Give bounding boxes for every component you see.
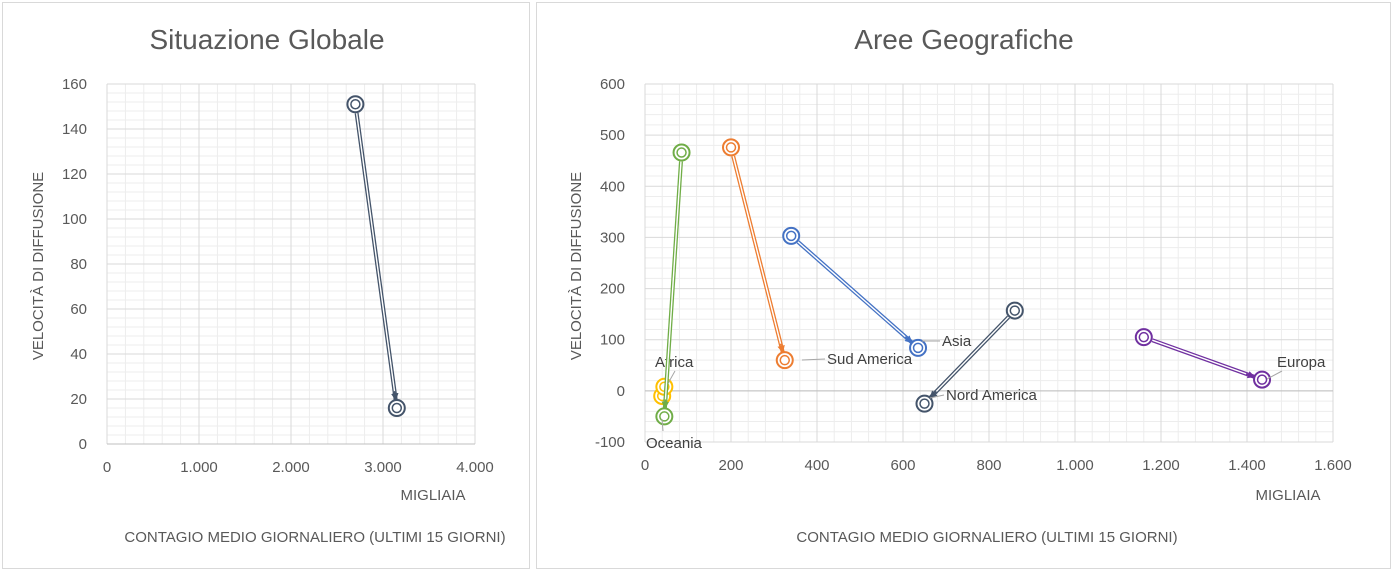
global-x-tick-label: 3.000	[364, 459, 402, 476]
global-x-axis-label: CONTAGIO MEDIO GIORNALIERO (ULTIMI 15 GI…	[124, 529, 505, 546]
regions-series-nord-america-arrow-core	[929, 316, 1010, 399]
regions-series-oceania-point-inner	[676, 147, 687, 158]
regions-x-tick-label: 400	[804, 457, 829, 474]
global-series-main-point-inner	[391, 402, 403, 414]
regions-series-nord-america-arrow-head	[929, 390, 938, 399]
global-chart-title: Situazione Globale	[149, 24, 384, 55]
regions-x-tick-label: 1.400	[1228, 457, 1266, 474]
regions-chart-title: Aree Geografiche	[854, 24, 1073, 55]
regions-series-europa-label: Europa	[1277, 354, 1326, 371]
regions-series-oceania-point-start	[672, 143, 691, 162]
regions-y-tick-label: 600	[600, 76, 625, 93]
regions-series-oceania-arrow-head	[661, 399, 670, 410]
regions-series-nord-america-point-inner	[919, 398, 930, 409]
regions-series-asia-point-start	[782, 226, 801, 245]
global-series-main-point-inner	[350, 99, 361, 110]
regions-x-tick-label: 0	[641, 457, 649, 474]
regions-x-tick-label: 1.200	[1142, 457, 1180, 474]
regions-series-europa-label-leader	[1266, 370, 1283, 380]
regions-series-sud-america-point-inner	[779, 354, 790, 366]
regions-series-oceania-point-end	[655, 407, 674, 426]
regions-series-oceania-arrow-core	[664, 161, 682, 409]
regions-series-sud-america-point-end	[775, 351, 794, 370]
regions-series-nord-america-point-end	[915, 394, 934, 413]
global-x-tick-label: 0	[103, 459, 111, 476]
regions-series-sud-america-point-start	[722, 138, 740, 157]
regions-series-europa-arrow-core	[1152, 339, 1255, 378]
regions-series-asia-point-inner	[785, 230, 797, 242]
chart-global-svg: 0 1.000 2.000 3.000 4.000 0 20 40 60 80 100 120 140 1…	[30, 24, 506, 546]
regions-x-tick-label: 1.600	[1314, 457, 1352, 474]
regions-y-tick-label: 200	[600, 281, 625, 298]
regions-series-europa-point-inner	[1256, 374, 1268, 385]
global-series-main-arrow-head	[391, 391, 399, 401]
chart-regions-svg: 0 200 400 600 800 1.000 1.200 1.400 1.600 -100 0 10…	[568, 24, 1352, 546]
global-y-tick-label: 20	[70, 391, 87, 408]
regions-series-asia-point-end	[909, 338, 928, 357]
regions-x-tick-label: 800	[976, 457, 1001, 474]
global-y-tick-label: 60	[70, 301, 87, 318]
global-y-tick-label: 100	[62, 211, 87, 228]
regions-series-sud-america-point-inner	[725, 142, 737, 153]
global-y-tick-label: 160	[62, 76, 87, 93]
regions-series-nord-america-point-start	[1005, 301, 1024, 320]
global-series-main-arrow-core	[355, 113, 397, 401]
regions-series-europa-point-end	[1253, 370, 1272, 389]
regions-x-axis-label: CONTAGIO MEDIO GIORNALIERO (ULTIMI 15 GI…	[796, 529, 1177, 546]
regions-series-sud-america-label: Sud America	[827, 351, 913, 368]
regions-series-sud-america-arrow-core	[732, 155, 784, 353]
global-x-tick-label: 4.000	[456, 459, 494, 476]
regions-series-europa-arrow-head	[1245, 371, 1256, 379]
regions-x-tick-label: 1.000	[1056, 457, 1094, 474]
regions-series-nord-america-point-inner	[1009, 305, 1021, 316]
chart-panel-global: 0 1.000 2.000 3.000 4.000 0 20 40 60 80 100 120 140 1…	[2, 2, 530, 569]
regions-y-tick-label: 100	[600, 332, 625, 349]
regions-y-axis-label: VELOCITÀ DI DIFFUSIONE	[568, 172, 585, 360]
regions-y-tick-label: -100	[595, 434, 625, 451]
regions-series-oceania-label: Oceania	[646, 435, 703, 452]
global-x-tick-label: 2.000	[272, 459, 310, 476]
regions-series-sud-america-label-leader	[801, 358, 826, 361]
global-y-tick-label: 0	[79, 436, 87, 453]
global-y-axis-label: VELOCITÀ DI DIFFUSIONE	[30, 172, 47, 360]
global-y-tick-label: 80	[70, 256, 87, 273]
regions-series-nord-america-label-leader	[929, 394, 945, 399]
regions-series-oceania-label-leader	[661, 418, 664, 432]
regions-series-asia-arrow-head	[904, 335, 913, 344]
global-series-main-point-start	[346, 95, 365, 114]
regions-y-tick-label: 300	[600, 229, 625, 246]
regions-series-africa-label: Africa	[655, 354, 694, 371]
regions-series-asia-arrow-core	[797, 241, 913, 344]
global-x-unit-label: MIGLIAIA	[400, 487, 465, 504]
regions-y-tick-label: 400	[600, 178, 625, 195]
regions-series-sud-america-arrow-head	[777, 343, 785, 354]
regions-series-europa-point-start	[1134, 328, 1153, 347]
regions-x-tick-label: 600	[890, 457, 915, 474]
regions-x-tick-label: 200	[718, 457, 743, 474]
global-y-tick-label: 40	[70, 346, 87, 363]
regions-series-europa-point-inner	[1138, 331, 1150, 343]
global-series-main-point-end	[387, 399, 406, 417]
chart-panel-regions: 0 200 400 600 800 1.000 1.200 1.400 1.600 -100 0 10…	[536, 2, 1391, 569]
regions-y-tick-label: 500	[600, 127, 625, 144]
global-y-tick-label: 140	[62, 121, 87, 138]
global-x-tick-label: 1.000	[180, 459, 218, 476]
regions-series-asia-point-inner	[912, 342, 924, 354]
regions-series-oceania-point-inner	[659, 411, 670, 422]
regions-series-asia-label: Asia	[942, 333, 972, 350]
global-y-tick-label: 120	[62, 166, 87, 183]
regions-x-unit-label: MIGLIAIA	[1255, 487, 1320, 504]
regions-y-tick-label: 0	[617, 383, 625, 400]
regions-series-nord-america-label: Nord America	[946, 387, 1038, 404]
